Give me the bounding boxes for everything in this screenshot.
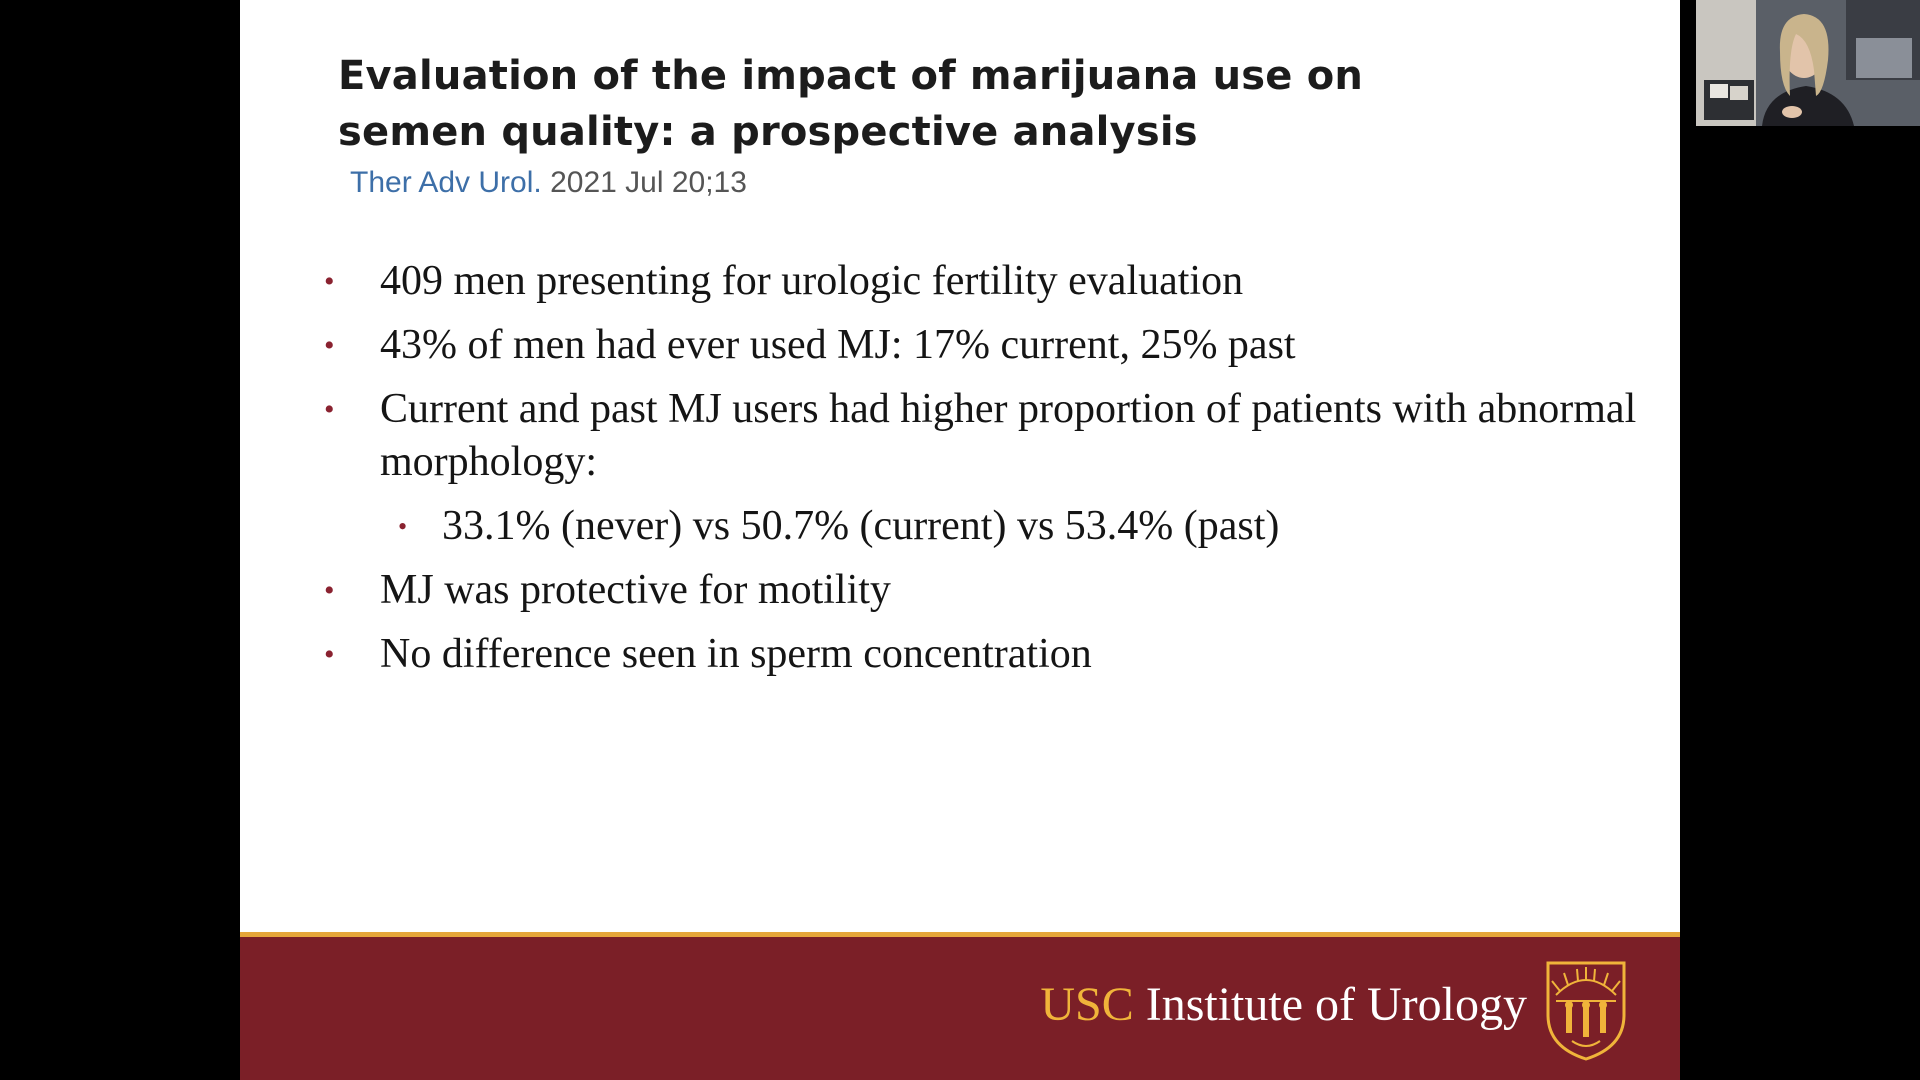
bullet-text: 43% of men had ever used MJ: 17% current… [380,322,1296,368]
presenter-video-icon [1696,0,1920,126]
bullet-item: • No difference seen in sperm concentrat… [240,628,1680,681]
bullet-text: MJ was protective for motility [380,567,891,613]
presentation-slide: Evaluation of the impact of marijuana us… [240,0,1680,1080]
slide-footer: USC Institute of Urology [240,932,1680,1080]
brand-institute: Institute of Urology [1145,978,1527,1031]
bullet-dot-icon: • [324,393,335,426]
presenter-video-thumbnail[interactable] [1696,0,1920,126]
bullet-text: 409 men presenting for urologic fertilit… [380,258,1244,304]
bullet-list: • 409 men presenting for urologic fertil… [240,255,1680,692]
bullet-dot-icon: • [324,265,335,298]
bullet-text: 33.1% (never) vs 50.7% (current) vs 53.4… [442,503,1280,549]
citation: Ther Adv Urol. 2021 Jul 20;13 [350,163,747,203]
sub-bullet-item: • 33.1% (never) vs 50.7% (current) vs 53… [240,500,1680,553]
citation-journal: Ther Adv Urol. [350,166,542,199]
bullet-item: • MJ was protective for motility [240,564,1680,617]
bullet-dot-icon: • [324,574,335,607]
bullet-text: No difference seen in sperm concentratio… [380,631,1092,677]
brand-wordmark: USC Institute of Urology [1040,977,1527,1033]
bullet-dot-icon: • [324,329,335,362]
bullet-dot-icon: • [324,638,335,671]
usc-seal-icon [1546,961,1626,1061]
bullet-item: • 409 men presenting for urologic fertil… [240,255,1680,308]
citation-date: 2021 Jul 20;13 [550,166,747,199]
slide-title: Evaluation of the impact of marijuana us… [338,53,1364,155]
bullet-item: • Current and past MJ users had higher p… [240,383,1680,489]
bullet-text: Current and past MJ users had higher pro… [380,386,1637,485]
bullet-dot-icon: • [398,512,408,541]
brand-usc: USC [1040,978,1134,1031]
bullet-item: • 43% of men had ever used MJ: 17% curre… [240,319,1680,372]
